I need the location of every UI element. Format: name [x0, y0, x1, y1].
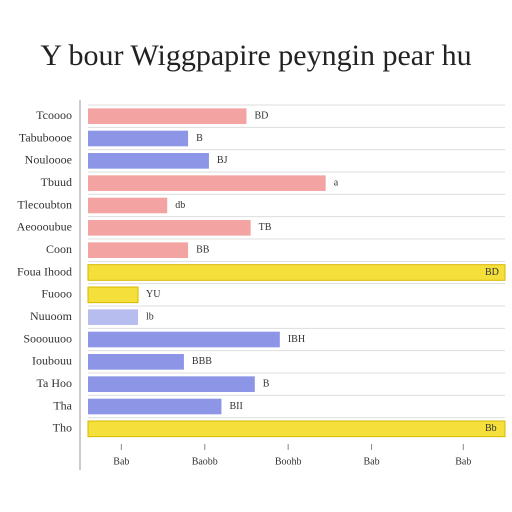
data-label: TB: [259, 222, 272, 233]
data-label: a: [334, 177, 339, 188]
bar: [88, 331, 280, 348]
data-label: BII: [229, 401, 242, 412]
data-label: BB: [196, 244, 210, 255]
data-label: lb: [146, 311, 154, 322]
bar: [88, 108, 247, 124]
data-label: IBH: [288, 334, 305, 345]
y-tick-label: Aeoooubue: [17, 220, 72, 234]
bar: [88, 130, 189, 147]
x-tick-label: Bab: [364, 456, 380, 467]
x-tick-label: Boohb: [275, 456, 302, 467]
bar: [87, 286, 139, 304]
data-label: B: [196, 133, 203, 144]
y-tick-label: Nuuoom: [30, 309, 73, 323]
x-tick-label: Baobb: [192, 456, 218, 467]
bar: [88, 309, 139, 325]
data-label: Bb: [485, 423, 497, 434]
data-label: YU: [146, 289, 161, 300]
data-label: db: [175, 200, 185, 211]
y-tick-label: Coon: [46, 242, 72, 256]
y-tick-label: Nouloooe: [25, 153, 72, 167]
chart-title: Y bour Wiggpapire peyngin pear hu: [40, 39, 471, 72]
bar: [88, 153, 209, 169]
x-tick-label: Bab: [455, 456, 471, 467]
bar: [88, 354, 184, 370]
data-label: BD: [254, 110, 268, 121]
y-tick-label: Sooouuoo: [23, 331, 72, 345]
bar: [88, 220, 251, 236]
bar: [88, 242, 189, 258]
data-label: BD: [485, 267, 499, 278]
bar: [88, 376, 255, 392]
x-tick-label: Bab: [113, 456, 129, 467]
bar: [87, 420, 506, 438]
y-tick-label: Tha: [53, 398, 72, 412]
data-label: B: [263, 378, 270, 389]
y-tick-label: Tbuud: [41, 175, 72, 189]
y-tick-label: Ioubouu: [32, 354, 72, 368]
y-tick-label: Tcoooo: [36, 108, 72, 122]
y-tick-label: Foua Ihood: [17, 264, 72, 278]
y-tick-label: Tlecoubton: [17, 197, 72, 211]
bar: [88, 175, 326, 191]
y-tick-label: Tho: [53, 421, 72, 435]
bar: [88, 398, 222, 415]
data-label: BBB: [192, 356, 212, 367]
bar: [87, 264, 506, 281]
y-tick-label: Fuooo: [41, 287, 72, 301]
y-tick-label: Ta Hoo: [37, 376, 72, 390]
y-tick-label: Tabuboooe: [19, 130, 72, 144]
bar: [88, 197, 168, 214]
data-label: BJ: [217, 155, 228, 166]
